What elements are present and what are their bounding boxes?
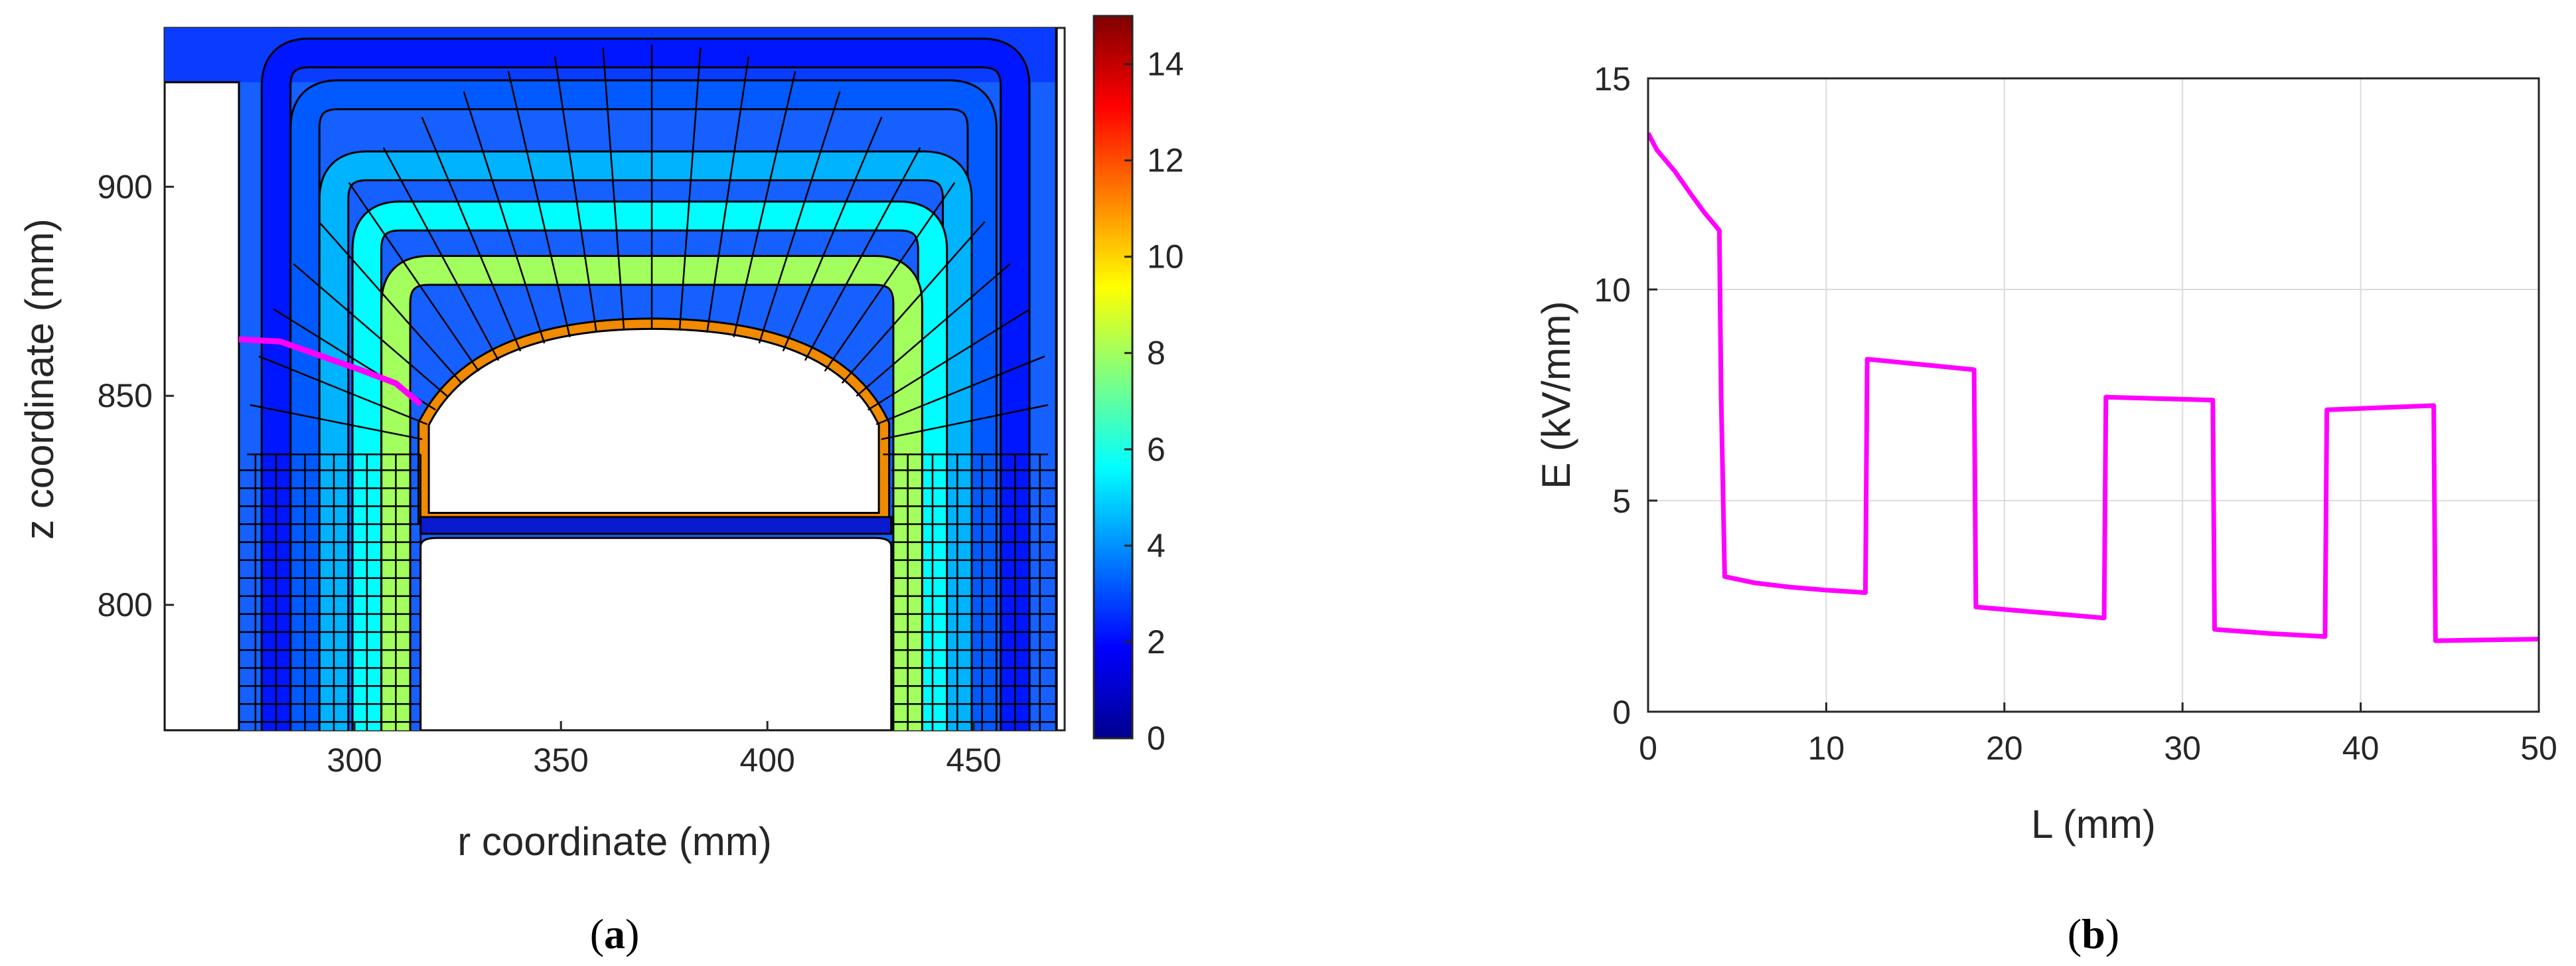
x-tick-label: 0	[1639, 730, 1657, 767]
panel-b-y-axis-label: E (kV/mm)	[1534, 301, 1578, 489]
colorbar-ticks: 0 2 4 6 8 10 12 14	[1124, 46, 1184, 757]
panel-b-line-chart: 0 10 20 30 40 50 0 5 10 15 L (mm) E (kV/mm) (b)	[1534, 60, 2557, 957]
colorbar-tick-label: 6	[1147, 431, 1166, 468]
mesh-line	[678, 47, 702, 330]
mesh-line	[258, 355, 428, 426]
y-tick-label: 10	[1594, 272, 1631, 309]
panel-b-plot-area	[1648, 78, 2539, 712]
highlight-path	[238, 336, 423, 407]
electrode-gap	[419, 516, 893, 535]
highlight-path-line	[238, 336, 423, 407]
mesh-line	[733, 71, 796, 337]
mesh-line	[856, 263, 1011, 397]
panel-b-caption: (b)	[2068, 910, 2119, 957]
y-tick-label: 900	[98, 168, 153, 205]
panel-a-field-map: 300 350 400 450 800 850 900 r coordinate (mm)…	[17, 15, 1184, 957]
colorbar-tick-label: 2	[1147, 623, 1166, 661]
x-tick-label: 350	[533, 742, 588, 779]
mesh-line	[824, 182, 956, 372]
panel-b-series	[1648, 132, 2539, 643]
barrier-shell	[291, 81, 996, 730]
field-map	[165, 28, 1058, 730]
mesh-line	[554, 56, 597, 333]
colorbar-tick-label: 10	[1147, 238, 1184, 276]
y-tick-label: 0	[1612, 694, 1631, 731]
mesh-line	[602, 47, 625, 330]
mesh-line	[293, 263, 448, 397]
x-tick-label: 20	[1986, 730, 2023, 767]
barrier-shell	[353, 202, 947, 730]
mesh-line	[782, 116, 883, 352]
x-tick-label: 30	[2164, 730, 2201, 767]
mesh-line	[841, 220, 986, 384]
y-tick-label: 5	[1612, 483, 1631, 520]
x-tick-label: 400	[739, 742, 795, 779]
mesh-line	[250, 404, 423, 440]
mesh-line	[463, 91, 546, 344]
barrier-shell	[320, 152, 971, 730]
electrode-cap	[427, 327, 880, 515]
mesh-line	[758, 91, 841, 344]
panel-b-axes-box	[1647, 77, 2540, 713]
panel-a-caption: (a)	[590, 910, 640, 957]
barrier-shell	[262, 39, 1029, 730]
lower-electrode	[419, 536, 893, 730]
panel-a-y-axis-label: z coordinate (mm)	[17, 218, 62, 539]
y-tick-label: 850	[98, 377, 153, 414]
series-line	[1648, 132, 2539, 643]
colorbar-tick-label: 8	[1147, 335, 1166, 372]
x-tick-label: 10	[1808, 730, 1845, 767]
panel-a-caption-letter: a	[604, 910, 625, 957]
y-tick-label: 800	[98, 586, 153, 623]
panel-b-caption-letter: b	[2082, 910, 2105, 957]
mesh-line	[881, 404, 1049, 440]
panel-a-y-ticks: 800 850 900	[98, 168, 174, 623]
mesh-line	[382, 147, 500, 361]
colorbar-tick-label: 14	[1147, 46, 1184, 83]
panel-a-x-ticks: 300 350 400 450	[327, 721, 1002, 779]
mesh-line	[804, 147, 921, 361]
mesh-line	[507, 71, 571, 337]
panel-b-x-ticks: 0 10 20 30 40 50	[1639, 702, 2557, 767]
panel-a-x-axis-label: r coordinate (mm)	[457, 819, 771, 864]
mesh-line	[868, 308, 1031, 411]
colorbar	[1093, 15, 1134, 740]
x-tick-label: 300	[327, 742, 382, 779]
mesh-line	[706, 56, 750, 333]
panel-b-x-axis-label: L (mm)	[2031, 802, 2156, 846]
left-conductor	[165, 81, 240, 730]
mesh-line	[318, 220, 463, 384]
colorbar-tick-label: 4	[1147, 527, 1166, 564]
x-tick-label: 50	[2520, 730, 2557, 767]
y-tick-label: 15	[1594, 60, 1631, 98]
x-tick-label: 450	[946, 742, 1001, 779]
mesh-line	[875, 355, 1045, 426]
colorbar-tick-label: 0	[1147, 720, 1166, 757]
x-tick-label: 40	[2342, 730, 2380, 767]
mesh-line	[421, 116, 522, 352]
colorbar-tick-label: 12	[1147, 142, 1184, 179]
mesh-line	[348, 182, 480, 372]
panel-b-y-ticks: 0 5 10 15	[1594, 60, 1657, 731]
mesh-lines	[238, 44, 1057, 730]
